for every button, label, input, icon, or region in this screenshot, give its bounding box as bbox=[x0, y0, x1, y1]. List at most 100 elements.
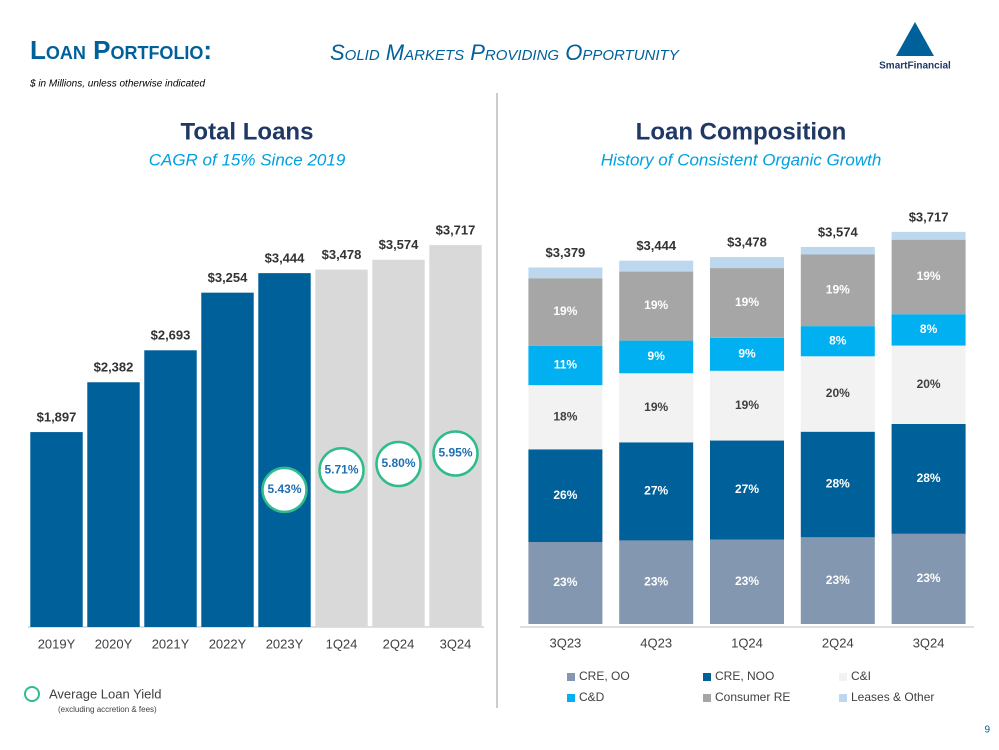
bar-segment bbox=[710, 268, 784, 338]
value-label: $2,382 bbox=[94, 360, 134, 375]
segment-label: 23% bbox=[826, 573, 850, 587]
bar bbox=[201, 292, 254, 627]
value-label: $1,897 bbox=[37, 410, 77, 425]
logo-mark bbox=[896, 22, 934, 56]
segment-label: 19% bbox=[644, 400, 668, 414]
yield-label: 5.80% bbox=[381, 456, 415, 470]
bar-segment bbox=[528, 385, 603, 450]
x-tick-label: 3Q23 bbox=[549, 635, 581, 650]
total-label: $3,444 bbox=[636, 238, 677, 253]
segment-label: 23% bbox=[735, 574, 759, 588]
title-rest: Solid Markets Providing Opportunity bbox=[330, 40, 680, 65]
yield-marker bbox=[318, 447, 365, 494]
x-tick-label: 2020Y bbox=[95, 636, 133, 651]
bar-segment bbox=[800, 537, 875, 624]
bar-segment bbox=[891, 231, 966, 240]
legend-label: CRE, OO bbox=[579, 669, 630, 683]
x-tick-label: 3Q24 bbox=[440, 636, 472, 651]
bar-segment bbox=[800, 246, 875, 255]
segment-label: 26% bbox=[553, 488, 577, 502]
value-label: $3,478 bbox=[322, 247, 362, 262]
x-tick-label: 2022Y bbox=[209, 636, 247, 651]
segment-label: 8% bbox=[829, 333, 847, 347]
segment-label: 19% bbox=[644, 298, 668, 312]
x-tick-label: 2Q24 bbox=[822, 635, 854, 650]
bar bbox=[258, 273, 311, 627]
x-tick-label: 2019Y bbox=[38, 636, 76, 651]
segment-label: 19% bbox=[553, 304, 577, 318]
yield-marker bbox=[375, 440, 422, 488]
segment-label: 19% bbox=[826, 282, 850, 296]
bar-segment bbox=[891, 345, 966, 425]
chart-title: Loan Composition bbox=[636, 118, 847, 145]
bar-segment bbox=[891, 424, 966, 534]
chart-subtitle: History of Consistent Organic Growth bbox=[601, 150, 882, 169]
legend-label: CRE, NOO bbox=[715, 669, 774, 683]
legend-swatch bbox=[567, 694, 575, 702]
segment-label: 23% bbox=[917, 571, 941, 585]
bar-segment bbox=[528, 345, 603, 386]
legend-swatch bbox=[839, 673, 847, 681]
value-label: $3,717 bbox=[436, 223, 476, 238]
bar-segment bbox=[619, 373, 694, 443]
chart-title: Total Loans bbox=[181, 118, 314, 145]
bar-segment bbox=[619, 260, 694, 272]
bar bbox=[144, 350, 197, 627]
bar-segment bbox=[710, 257, 784, 269]
segment-label: 8% bbox=[920, 322, 938, 336]
segment-label: 9% bbox=[738, 346, 756, 360]
bar-segment bbox=[619, 340, 694, 374]
bar-segment bbox=[710, 337, 784, 371]
segment-label: 20% bbox=[917, 377, 941, 391]
bar-segment bbox=[710, 440, 784, 540]
legend-swatch bbox=[703, 694, 711, 702]
yield-label: 5.71% bbox=[324, 462, 358, 476]
segment-label: 23% bbox=[644, 574, 668, 588]
total-label: $3,717 bbox=[909, 209, 949, 224]
bar-segment bbox=[619, 442, 694, 541]
bar-segment bbox=[800, 254, 875, 327]
segment-label: 19% bbox=[735, 295, 759, 309]
legend-note: (excluding accretion & fees) bbox=[58, 705, 157, 714]
page-number: 9 bbox=[984, 725, 990, 736]
legend-label: C&I bbox=[851, 669, 871, 683]
yield-marker bbox=[261, 466, 308, 514]
value-label: $2,693 bbox=[151, 328, 191, 343]
total-label: $3,574 bbox=[818, 224, 859, 239]
yield-label: 5.95% bbox=[438, 446, 472, 460]
segment-label: 19% bbox=[917, 269, 941, 283]
x-tick-label: 1Q24 bbox=[326, 636, 358, 651]
bar-segment bbox=[619, 271, 694, 341]
bar-segment bbox=[528, 267, 603, 279]
segment-label: 28% bbox=[826, 477, 850, 491]
legend-label: Consumer RE bbox=[715, 690, 790, 704]
bar-segment bbox=[528, 278, 603, 346]
value-label: $3,444 bbox=[265, 251, 306, 266]
bar bbox=[87, 382, 140, 627]
value-label: $3,574 bbox=[379, 237, 420, 252]
chart-subtitle: CAGR of 15% Since 2019 bbox=[149, 150, 346, 169]
bar-segment bbox=[891, 533, 966, 624]
x-tick-label: 2023Y bbox=[266, 636, 304, 651]
legend-label: C&D bbox=[579, 690, 605, 704]
bar-segment bbox=[800, 326, 875, 357]
yield-label: 5.43% bbox=[267, 482, 301, 496]
x-tick-label: 2021Y bbox=[152, 636, 190, 651]
segment-label: 27% bbox=[735, 482, 759, 496]
x-tick-label: 1Q24 bbox=[731, 635, 763, 650]
bar-segment bbox=[710, 539, 784, 624]
segment-label: 28% bbox=[917, 471, 941, 485]
title-lead: Loan Portfolio: bbox=[30, 35, 212, 65]
bar-segment bbox=[891, 314, 966, 346]
legend-marker bbox=[24, 686, 40, 702]
total-label: $3,478 bbox=[727, 235, 767, 250]
subtitle: $ in Millions, unless otherwise indicate… bbox=[29, 79, 206, 90]
x-tick-label: 4Q23 bbox=[640, 635, 672, 650]
yield-marker bbox=[432, 430, 479, 477]
legend-label: Leases & Other bbox=[851, 690, 934, 704]
legend-swatch bbox=[567, 673, 575, 681]
x-tick-label: 3Q24 bbox=[913, 635, 945, 650]
total-label: $3,379 bbox=[546, 245, 586, 260]
bar-segment bbox=[528, 542, 603, 624]
